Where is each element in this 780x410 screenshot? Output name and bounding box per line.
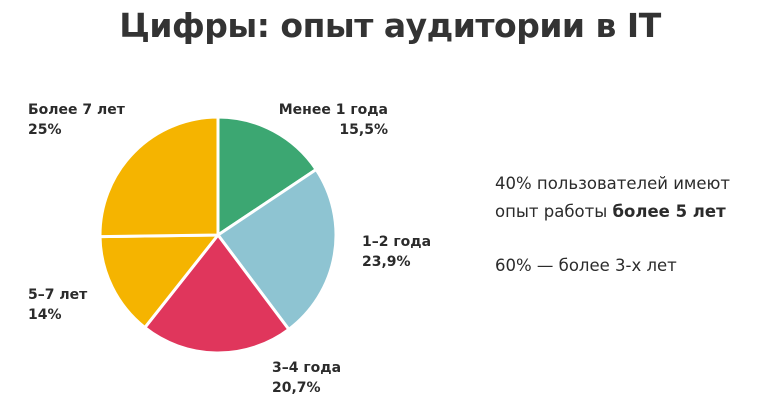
slice-label-value: 23,9%: [362, 254, 411, 270]
note-line-2: опыт работы более 5 лет: [495, 198, 765, 226]
slice-label-text: Более 7 лет: [28, 102, 125, 118]
slice-label-text: 5–7 лет: [28, 287, 88, 303]
slice-label-value: 15,5%: [339, 122, 388, 138]
slice-label-text: 3–4 года: [272, 360, 342, 376]
slice-label-3-4-years: 3–4 года 20,7%: [272, 358, 341, 398]
note-line-3: 60% — более 3-х лет: [495, 256, 677, 275]
slice-label-text: 1–2 года: [362, 234, 432, 250]
pie-slice-4: [98, 233, 220, 330]
note-line-2-prefix: опыт работы: [495, 202, 613, 221]
note-line-1: 40% пользователей имеют: [495, 174, 731, 193]
slice-label-more-than-7-years: Более 7 лет 25%: [28, 100, 125, 140]
slice-label-value: 20,7%: [272, 380, 321, 396]
slice-label-text: Менее 1 года: [278, 102, 388, 118]
pie-slice-3: [143, 233, 291, 355]
pie-slice-5: [98, 115, 220, 239]
slice-label-value: 14%: [28, 307, 62, 323]
page-title: Цифры: опыт аудитории в IT: [119, 6, 661, 45]
slice-label-1-2-years: 1–2 года 23,9%: [362, 232, 431, 272]
note-line-2-bold: более 5 лет: [612, 202, 726, 221]
pie-slice-2: [216, 168, 338, 331]
pie-slice-1: [216, 115, 318, 237]
slice-label-value: 25%: [28, 122, 62, 138]
slice-label-less-than-1-year: Менее 1 года 15,5%: [279, 100, 388, 140]
summary-notes: 40% пользователей имеют опыт работы боле…: [495, 170, 765, 280]
slice-label-5-7-years: 5–7 лет 14%: [28, 285, 87, 325]
